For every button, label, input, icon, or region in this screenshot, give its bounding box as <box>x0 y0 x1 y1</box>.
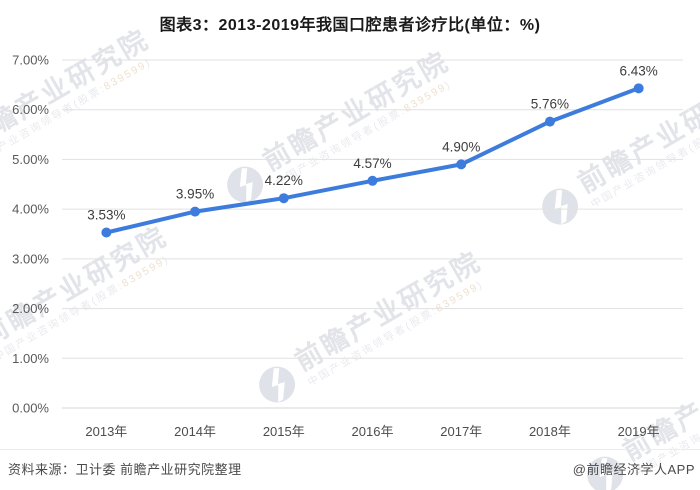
data-source-note: 资料来源：卫计委 前瞻产业研究院整理 <box>8 462 242 477</box>
y-axis-tick-label: 3.00% <box>12 251 49 266</box>
x-axis-tick-label: 2016年 <box>352 424 394 439</box>
y-axis-tick-label: 4.00% <box>12 202 49 217</box>
y-axis-tick-label: 5.00% <box>12 152 49 167</box>
x-axis-tick-label: 2018年 <box>529 424 571 439</box>
data-point-label: 3.53% <box>87 208 125 223</box>
x-axis-tick-label: 2017年 <box>440 424 482 439</box>
data-point-marker <box>633 83 644 94</box>
data-point-label: 5.76% <box>531 97 569 112</box>
data-point-marker <box>456 159 467 170</box>
footer-divider <box>0 449 700 450</box>
y-axis-tick-label: 7.00% <box>12 53 49 68</box>
data-point-label: 3.95% <box>176 187 214 202</box>
app-credit: @前瞻经济学人APP <box>572 462 695 477</box>
x-axis-tick-label: 2019年 <box>618 424 660 439</box>
x-axis-tick-label: 2013年 <box>85 424 127 439</box>
data-point-marker <box>367 175 378 186</box>
y-axis-tick-label: 6.00% <box>12 102 49 117</box>
data-point-marker <box>278 193 289 204</box>
x-axis-tick-label: 2015年 <box>263 424 305 439</box>
data-point-marker <box>101 227 112 238</box>
data-point-marker <box>190 206 201 217</box>
y-axis-tick-label: 2.00% <box>12 301 49 316</box>
y-axis-tick-label: 1.00% <box>12 351 49 366</box>
y-axis-tick-label: 0.00% <box>12 401 49 416</box>
chart-title: 图表3：2013-2019年我国口腔患者诊疗比(单位：%) <box>159 17 541 34</box>
line-chart-canvas: 0.00% 1.00% 2.00% 3.00% 4.00% 5.00% 6.00% 7.00%… <box>12 53 683 439</box>
data-point-label: 4.22% <box>265 173 303 188</box>
data-point-label: 6.43% <box>620 63 658 78</box>
data-point-label: 4.57% <box>353 156 391 171</box>
x-axis-tick-label: 2014年 <box>174 424 216 439</box>
data-point-marker <box>544 116 555 127</box>
data-point-label: 4.90% <box>442 139 480 154</box>
